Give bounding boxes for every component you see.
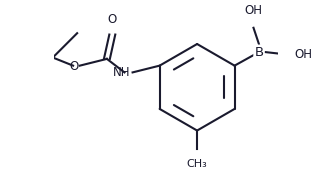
Text: NH: NH (112, 66, 130, 79)
Text: OH: OH (294, 48, 312, 61)
Text: O: O (69, 61, 78, 74)
Text: CH₃: CH₃ (187, 159, 208, 169)
Text: O: O (108, 14, 117, 27)
Text: B: B (254, 46, 264, 59)
Text: OH: OH (244, 4, 263, 17)
